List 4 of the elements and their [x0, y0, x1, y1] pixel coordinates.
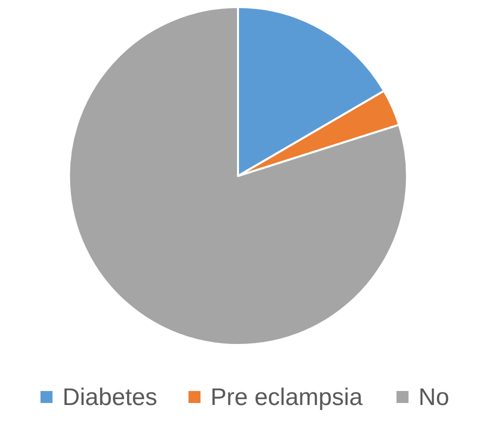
legend-label: Pre eclampsia: [210, 384, 364, 411]
legend-label: Diabetes: [62, 384, 158, 411]
legend-label: No: [418, 384, 450, 411]
pie-slice: [68, 6, 408, 346]
